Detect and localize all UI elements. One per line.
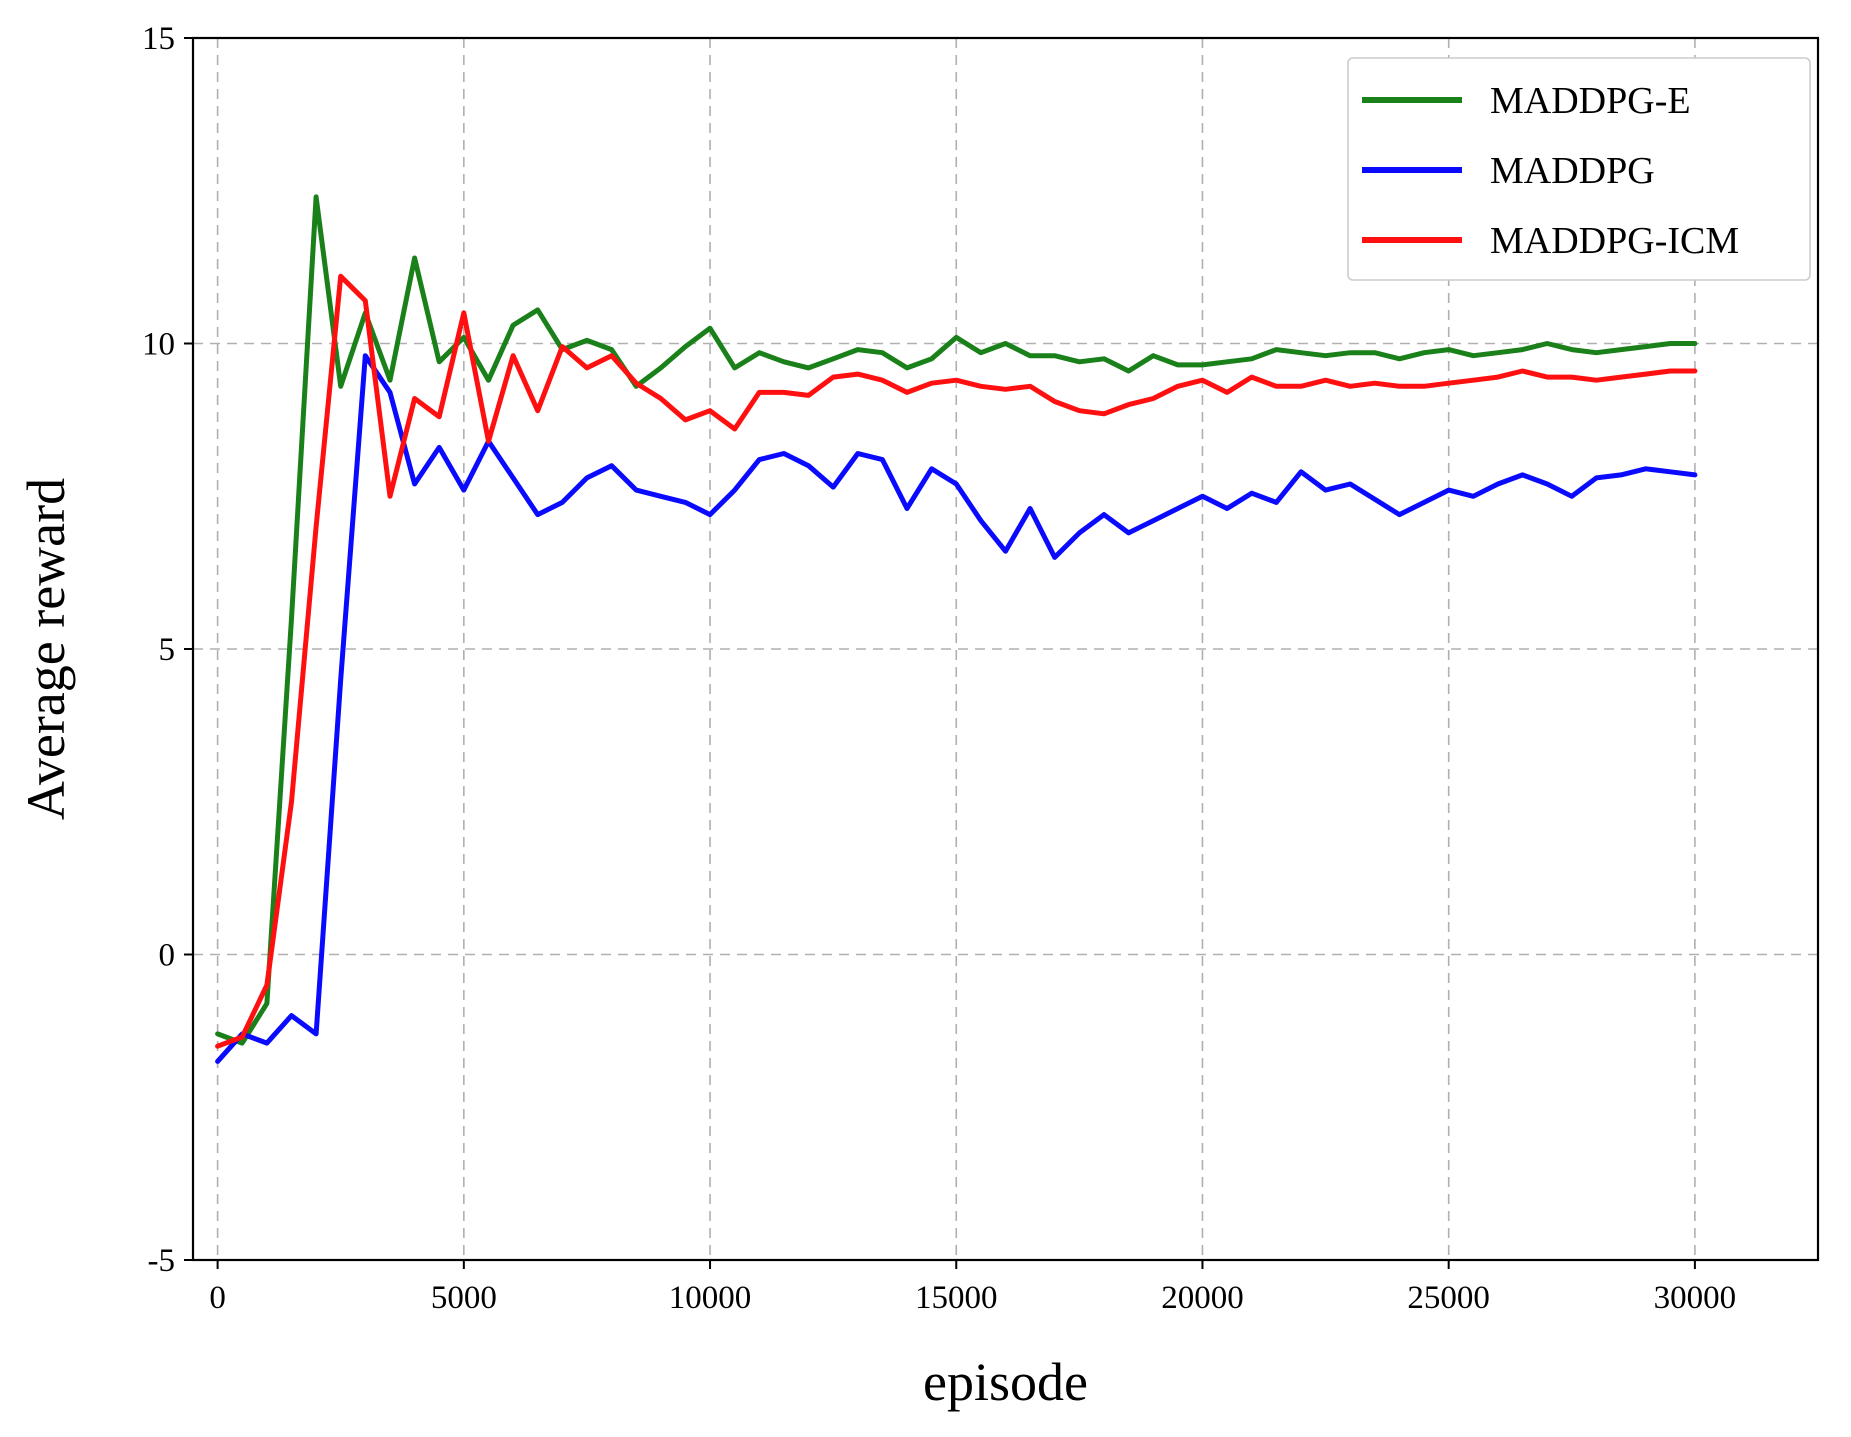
y-tick-label: 5 [159,632,176,668]
x-tick-label: 30000 [1654,1280,1737,1316]
legend-label: MADDPG-ICM [1490,220,1739,262]
x-tick-label: 0 [209,1280,226,1316]
legend-label: MADDPG [1490,150,1655,192]
series-line-maddpg [215,353,1698,1064]
legend-label: MADDPG-E [1490,80,1691,122]
x-tick-label: 25000 [1407,1280,1490,1316]
legend-box [1347,57,1811,281]
x-tick-label: 5000 [431,1280,497,1316]
x-tick-label: 20000 [1161,1280,1244,1316]
x-axis-title: episode [923,1352,1088,1412]
x-tick-label: 15000 [915,1280,998,1316]
y-tick-label: 0 [159,938,176,974]
y-tick-label: 10 [142,327,175,363]
legend-items: MADDPG-E MADDPG MADDPG-ICM [1362,80,1739,262]
series-lines [215,194,1698,1064]
y-tick-label: -5 [148,1243,176,1279]
legend: MADDPG-E MADDPG MADDPG-ICM [1347,57,1811,281]
axis-ticks: 0 5000 10000 15000 20000 25000 30000 -5 0 5 10 15 [142,21,1736,1316]
x-tick-label: 10000 [669,1280,752,1316]
y-axis-title: Average reward [16,478,76,820]
series-line-maddpg-e [215,194,1698,1046]
series-line-maddpg-icm [215,273,1698,1049]
y-tick-label: 15 [142,21,175,57]
